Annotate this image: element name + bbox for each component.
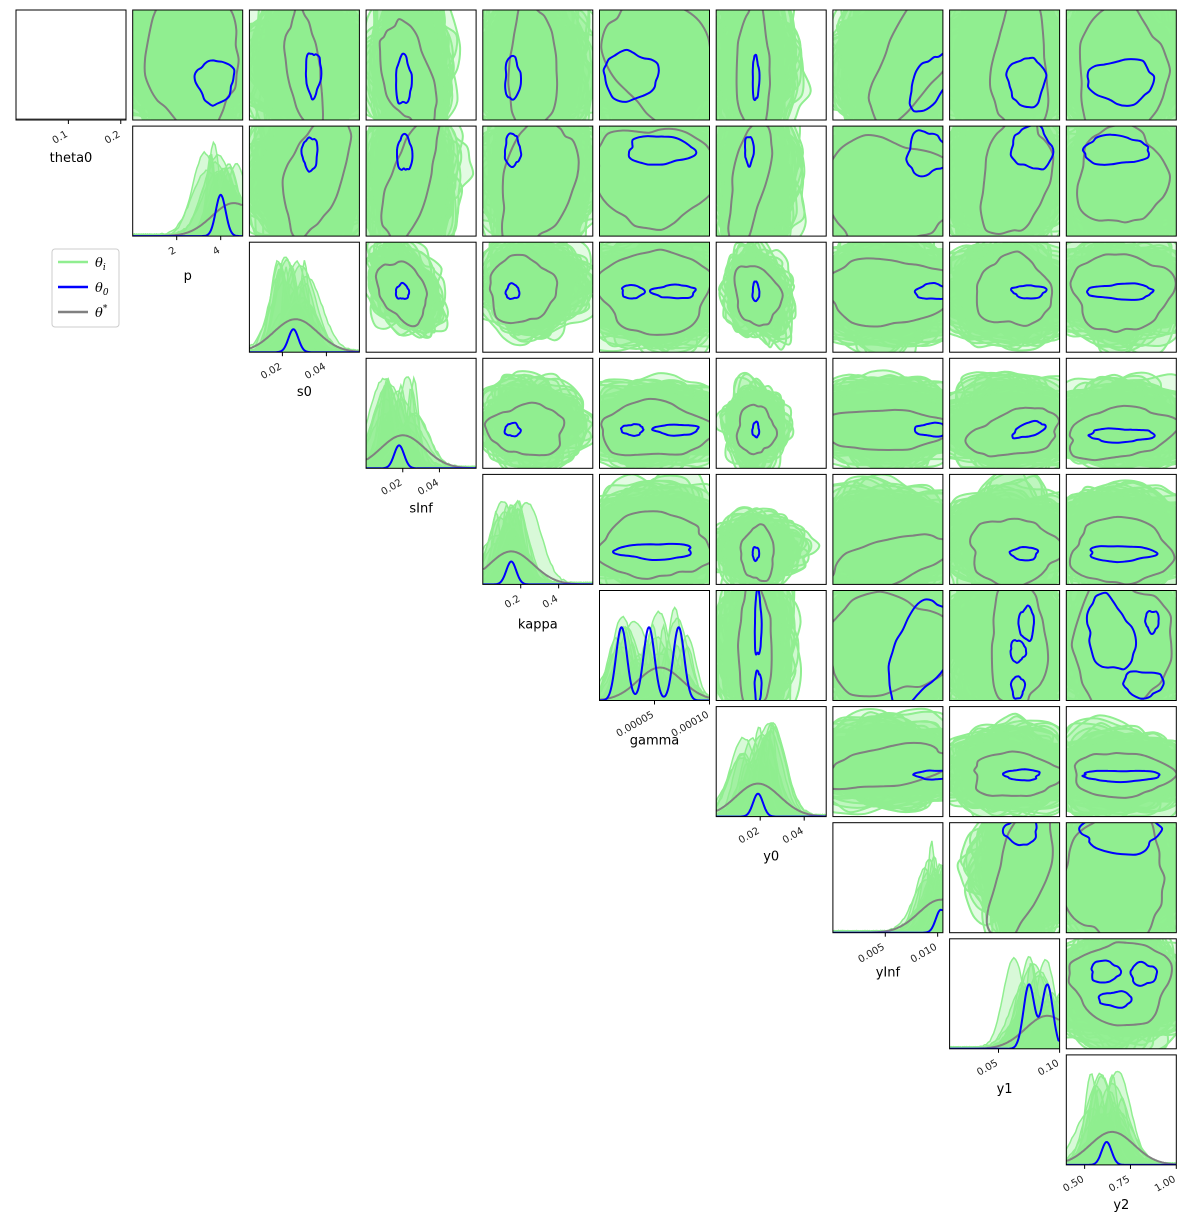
panels-layer: 0.1 0.2 theta0 2 4 p 0.02 0.04 s0 0.02 0.04 sInf 0.2… bbox=[16, 0, 1187, 1213]
tick-label: 1.00 bbox=[1153, 1174, 1178, 1195]
tick-label: 0.04 bbox=[416, 477, 441, 498]
axis-label-y1: y1 bbox=[997, 1082, 1013, 1097]
tick-label: 0.04 bbox=[303, 361, 328, 382]
tick-label: 0.02 bbox=[259, 361, 284, 382]
axis-label-y2: y2 bbox=[1113, 1198, 1129, 1213]
tick-label: 0.005 bbox=[856, 942, 886, 966]
panel-p-p: 2 4 p bbox=[125, 126, 251, 284]
axis-label-sInf: sInf bbox=[409, 501, 433, 516]
axis-label-gamma: gamma bbox=[630, 734, 680, 749]
panel-y1-y1: 0.05 0.10 y1 bbox=[942, 939, 1068, 1097]
panel-kappa-y0 bbox=[700, 474, 826, 594]
axis-label-s0: s0 bbox=[297, 385, 312, 400]
legend: θi θ0 θ* bbox=[52, 249, 119, 327]
panel-sInf-kappa bbox=[459, 358, 599, 475]
axis-label-y0: y0 bbox=[763, 850, 779, 865]
axis-label-theta0: theta0 bbox=[50, 151, 93, 166]
panel-s0-s0: 0.02 0.04 s0 bbox=[242, 242, 368, 400]
tick-label: 2 bbox=[167, 245, 178, 258]
tick-label: 0.010 bbox=[909, 942, 939, 966]
panel-sInf-y0 bbox=[715, 358, 826, 479]
panel-y2-y2: 0.50 0.75 1.00 y2 bbox=[1058, 1055, 1184, 1213]
tick-label: 4 bbox=[211, 245, 222, 258]
panel-theta0-theta0: 0.1 0.2 theta0 bbox=[16, 10, 126, 166]
tick-label: 0.05 bbox=[975, 1058, 1000, 1079]
contour-ensemble-core bbox=[130, 0, 264, 124]
tick-label: 0.1 bbox=[51, 129, 70, 146]
tick-label: 0.10 bbox=[1036, 1058, 1061, 1079]
panel-yInf-yInf: 0.005 0.010 yInf bbox=[825, 823, 951, 981]
tick-label: 0.04 bbox=[781, 826, 806, 847]
tick-label: 0.02 bbox=[737, 826, 762, 847]
tick-label: 0.75 bbox=[1107, 1174, 1132, 1195]
panel-frame bbox=[16, 10, 126, 120]
tick-label: 0.50 bbox=[1061, 1174, 1086, 1195]
axis-label-yInf: yInf bbox=[876, 966, 901, 981]
panel-s0-sInf bbox=[362, 228, 476, 352]
tick-label: 0.4 bbox=[541, 593, 560, 610]
axis-label-p: p bbox=[184, 269, 192, 284]
axis-label-kappa: kappa bbox=[518, 617, 558, 632]
panel-s0-y0 bbox=[716, 234, 826, 352]
tick-label: 0.2 bbox=[503, 593, 522, 610]
panel-sInf-sInf: 0.02 0.04 sInf bbox=[358, 358, 484, 516]
panel-kappa-kappa: 0.2 0.4 kappa bbox=[475, 474, 601, 632]
tick-label: 0.2 bbox=[103, 129, 122, 146]
panel-s0-kappa bbox=[466, 234, 598, 352]
tick-label: 0.02 bbox=[379, 477, 404, 498]
